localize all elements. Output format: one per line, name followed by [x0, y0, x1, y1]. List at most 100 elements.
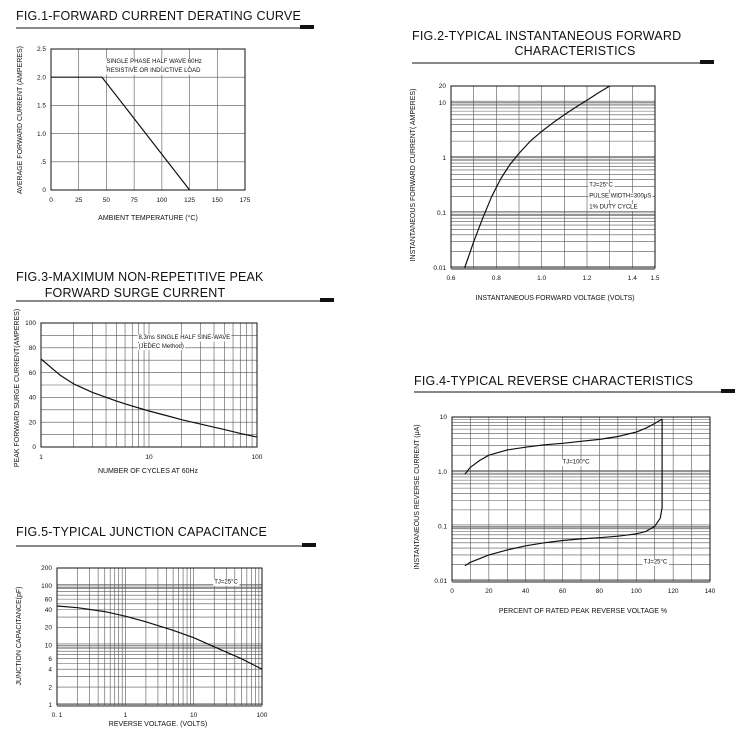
chart-annotation: (JEDEC Method) — [139, 344, 184, 350]
y-tick-label: 2.0 — [37, 74, 46, 81]
y-tick-label: 40 — [45, 607, 53, 614]
x-tick-label: 60 — [559, 588, 567, 595]
x-tick-label: 1 — [124, 712, 128, 719]
x-tick-label: 0.8 — [492, 275, 501, 282]
plot-frame — [451, 416, 711, 582]
chart-annotation: RESISTIVE OR INDUCTIVE LOAD — [106, 68, 201, 74]
x-axis-label: PERCENT OF RATED PEAK REVERSE VOLTAGE % — [499, 608, 667, 615]
y-tick-label: 20 — [45, 625, 53, 632]
fig3-chart: FIG.3-MAXIMUM NON-REPETITIVE PEAK FORWARD… — [14, 270, 334, 475]
chart-title: FIG.3-MAXIMUM NON-REPETITIVE PEAK — [16, 270, 264, 284]
y-axis-label: PEAK FORWARD SURGE CURRENT(AMPERES) — [14, 309, 21, 467]
x-tick-label: 1.4 — [628, 275, 637, 282]
y-tick-label: 10 — [45, 643, 53, 650]
fig2-chart: FIG.2-TYPICAL INSTANTANEOUS FORWARDCHARA… — [410, 29, 714, 302]
y-tick-label: 1 — [442, 155, 446, 162]
y-axis-label: INSTANTANEOUS FORWARD CURRENT( AMPERES) — [410, 89, 417, 262]
x-tick-label: 0. 1 — [52, 712, 63, 719]
y-tick-label: 80 — [29, 345, 37, 352]
y-tick-label: 1.5 — [37, 103, 46, 110]
series-line-1 — [51, 76, 191, 191]
y-tick-label: 1 — [48, 702, 52, 709]
y-tick-label: 4 — [48, 666, 52, 673]
title-marker — [300, 25, 314, 29]
y-tick-label: 20 — [439, 83, 447, 90]
y-tick-label: .5 — [41, 159, 47, 166]
series-line-1 — [464, 418, 663, 475]
y-tick-label: 100 — [41, 583, 52, 590]
chart-annotation: 8.3ms SINGLE HALF SINE-WAVE — [139, 335, 231, 341]
x-axis-label: NUMBER OF CYCLES AT 60Hz — [98, 468, 199, 475]
x-tick-label: 10 — [145, 454, 153, 461]
x-tick-label: 100 — [156, 197, 167, 204]
plot-frame — [50, 48, 246, 191]
y-tick-label: 60 — [29, 370, 37, 377]
grid — [56, 567, 262, 707]
grid — [451, 417, 711, 583]
x-tick-label: 120 — [668, 588, 679, 595]
chart-annotation: TJ=25°C — [589, 183, 613, 189]
y-tick-label: 10 — [439, 100, 447, 107]
y-tick-label: 2 — [48, 684, 52, 691]
chart-annotation: SINGLE PHASE HALF WAVE 60Hz — [106, 59, 201, 65]
title-marker — [700, 60, 714, 64]
series-line-1 — [56, 605, 263, 670]
y-tick-label: 1.0 — [438, 469, 447, 476]
x-tick-label: 140 — [705, 588, 716, 595]
x-tick-label: 10 — [190, 712, 198, 719]
chart-subtitle: FORWARD SURGE CURRENT — [45, 286, 226, 300]
series-line-2 — [464, 419, 663, 567]
chart-annotation: TJ=100°C — [563, 460, 591, 466]
chart-title: FIG.2-TYPICAL INSTANTANEOUS FORWARD — [412, 29, 681, 43]
y-tick-label: 0.1 — [438, 524, 447, 531]
series-line-1 — [464, 85, 611, 269]
y-tick-label: 2.5 — [37, 46, 46, 53]
chart-title: FIG.1-FORWARD CURRENT DERATING CURVE — [16, 9, 301, 23]
title-marker — [320, 298, 334, 302]
chart-annotation: TJ=25°C — [214, 579, 238, 585]
x-tick-label: 175 — [240, 197, 251, 204]
fig1-chart: FIG.1-FORWARD CURRENT DERATING CURVE 0 25 5… — [16, 9, 314, 222]
annotation-background — [213, 578, 240, 586]
chart-title: FIG.5-TYPICAL JUNCTION CAPACITANCE — [16, 525, 267, 539]
annotation-background — [588, 182, 615, 190]
plot-frame — [56, 567, 263, 706]
x-tick-label: 0 — [450, 588, 454, 595]
x-tick-label: 150 — [212, 197, 223, 204]
y-tick-label: 200 — [41, 565, 52, 572]
y-tick-label: 6 — [48, 656, 52, 663]
y-tick-label: 40 — [29, 395, 37, 402]
x-tick-label: 80 — [596, 588, 604, 595]
y-tick-label: 60 — [45, 596, 53, 603]
chart-annotation: PULSE WIDTH=300μS — [589, 193, 651, 199]
annotation-background — [137, 334, 232, 342]
annotation-background — [588, 192, 653, 200]
fig4-chart: FIG.4-TYPICAL REVERSE CHARACTERISTICS 0 20… — [414, 374, 735, 615]
x-tick-label: 75 — [131, 197, 139, 204]
x-tick-label: 100 — [252, 454, 263, 461]
x-tick-label: 125 — [184, 197, 195, 204]
y-tick-label: 0.01 — [434, 578, 447, 585]
title-marker — [302, 543, 316, 547]
chart-annotation: 1% DUTY CYCLE — [589, 205, 637, 211]
chart-subtitle: CHARACTERISTICS — [514, 44, 635, 58]
chart-title: FIG.4-TYPICAL REVERSE CHARACTERISTICS — [414, 374, 693, 388]
x-tick-label: 1.0 — [537, 275, 546, 282]
y-tick-label: 100 — [25, 320, 36, 327]
x-tick-label: 40 — [522, 588, 530, 595]
y-tick-label: 20 — [29, 419, 37, 426]
y-tick-label: 0 — [32, 444, 36, 451]
y-axis-label: AVERAGE FORWARD CURRENT (AMPERES) — [17, 46, 24, 194]
x-axis-label: AMBIENT TEMPERATURE (°C) — [98, 214, 198, 222]
y-tick-label: 0.01 — [433, 265, 446, 272]
x-tick-label: 100 — [257, 712, 268, 719]
x-tick-label: 0 — [49, 197, 53, 204]
x-tick-label: 0.6 — [446, 275, 455, 282]
annotation-background — [105, 67, 203, 75]
x-tick-label: 25 — [75, 197, 83, 204]
plot-frame — [40, 322, 258, 448]
annotation-background — [137, 343, 185, 351]
chart-annotation: TJ=25°C — [644, 559, 668, 565]
